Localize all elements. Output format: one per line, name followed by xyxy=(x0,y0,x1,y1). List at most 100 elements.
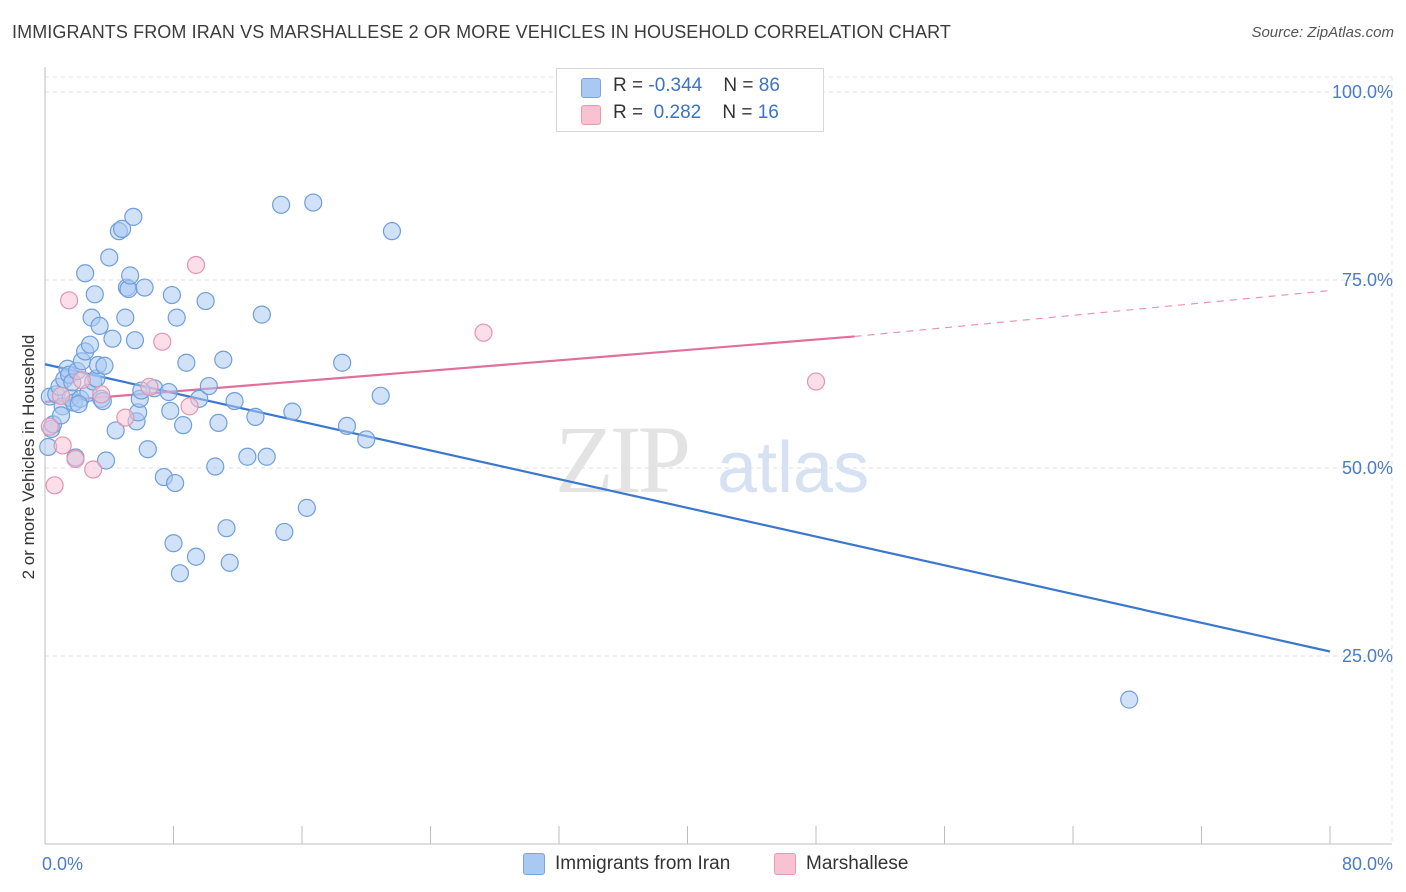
legend-text-marshallese: R = 0.282 N = 16 xyxy=(613,102,779,124)
chart-title: IMMIGRANTS FROM IRAN VS MARSHALLESE 2 OR… xyxy=(12,22,951,42)
bottom-legend-label-iran: Immigrants from Iran xyxy=(555,853,731,874)
data-point-iran xyxy=(51,406,71,425)
data-point-iran xyxy=(382,222,402,241)
data-point-iran xyxy=(206,457,225,476)
y-tick-label: 100.0% xyxy=(1332,82,1393,102)
legend-text-iran: R = -0.344 N = 86 xyxy=(613,75,780,97)
data-point-iran xyxy=(214,350,233,369)
source-label: Source: ZipAtlas.com xyxy=(1251,24,1394,41)
data-point-iran xyxy=(164,534,183,553)
data-point-iran xyxy=(209,413,228,433)
x-tick-label: 0.0% xyxy=(42,854,83,874)
y-axis-label: 2 or more Vehicles in Household xyxy=(19,335,38,580)
data-point-iran xyxy=(272,195,291,214)
watermark-atlas: atlas xyxy=(717,428,869,508)
data-point-marshallese xyxy=(84,460,103,479)
data-point-marshallese xyxy=(153,332,172,351)
data-point-iran xyxy=(112,219,132,238)
data-point-iran xyxy=(162,285,181,305)
data-point-iran xyxy=(116,308,135,327)
data-point-iran xyxy=(124,207,143,226)
trend-lines xyxy=(44,289,1331,653)
n-value: 16 xyxy=(757,102,779,123)
data-point-marshallese xyxy=(40,417,59,436)
y-tick-label: 50.0% xyxy=(1342,458,1393,478)
data-point-iran xyxy=(95,356,114,375)
data-point-iran xyxy=(220,553,239,572)
data-point-iran xyxy=(225,391,244,411)
data-point-iran xyxy=(90,316,109,335)
data-point-marshallese xyxy=(59,291,79,310)
data-point-iran xyxy=(159,382,178,402)
trend-line-1 xyxy=(44,335,855,403)
data-point-iran xyxy=(103,329,122,348)
data-point-iran xyxy=(217,519,236,538)
data-point-iran xyxy=(80,335,100,354)
data-point-iran xyxy=(121,266,140,285)
bottom-legend-swatch-marshallese xyxy=(774,853,796,875)
r-label: R = xyxy=(613,102,649,123)
data-point-iran xyxy=(257,447,276,466)
data-point-marshallese xyxy=(92,385,111,404)
data-point-iran xyxy=(357,430,376,449)
data-point-marshallese xyxy=(45,476,64,495)
data-point-marshallese xyxy=(474,323,493,342)
data-point-iran xyxy=(297,498,316,517)
data-point-iran xyxy=(135,278,154,297)
data-point-iran xyxy=(304,193,323,212)
y-tick-label: 75.0% xyxy=(1342,270,1393,290)
data-point-iran xyxy=(170,564,190,583)
r-value: -0.344 xyxy=(648,75,703,96)
x-tick-label: 80.0% xyxy=(1342,854,1393,874)
data-point-iran xyxy=(138,440,157,459)
data-point-iran xyxy=(166,473,185,493)
data-point-marshallese xyxy=(116,408,135,427)
data-point-iran xyxy=(333,353,352,372)
data-point-marshallese xyxy=(51,386,71,405)
data-point-iran xyxy=(275,522,294,542)
data-point-iran xyxy=(186,547,206,566)
data-point-marshallese xyxy=(66,449,85,469)
data-point-iran xyxy=(167,308,186,327)
data-point-iran xyxy=(337,416,357,436)
trend-line-extension-1 xyxy=(854,289,1331,338)
data-point-iran xyxy=(125,331,145,350)
data-point-marshallese xyxy=(186,255,206,275)
watermark-zip: ZIP xyxy=(555,406,688,513)
tick-labels: 25.0% 50.0% 75.0% 100.0% 0.0% 80.0% xyxy=(42,82,1393,874)
data-point-marshallese xyxy=(72,370,92,390)
r-label: R = xyxy=(613,75,649,96)
y-tick-label: 25.0% xyxy=(1342,646,1393,666)
data-point-iran xyxy=(246,407,265,426)
data-point-marshallese xyxy=(53,436,72,455)
stats-legend: R = -0.344 N = 86 R = 0.282 N = 16 xyxy=(556,68,824,132)
watermark: ZIP atlas xyxy=(555,406,869,513)
legend-swatch-iran xyxy=(581,78,601,98)
data-point-iran xyxy=(177,353,196,372)
bottom-legend-swatch-iran xyxy=(523,853,545,875)
data-point-iran xyxy=(76,264,95,283)
data-point-iran xyxy=(252,305,271,324)
data-point-iran xyxy=(69,395,88,414)
data-point-iran xyxy=(96,451,116,470)
n-value: 86 xyxy=(758,75,780,96)
data-point-marshallese xyxy=(806,372,826,391)
n-label: N = xyxy=(723,75,759,96)
bottom-legend-label-marshallese: Marshallese xyxy=(806,853,909,874)
data-point-iran xyxy=(1120,690,1139,709)
data-point-iran xyxy=(100,248,119,267)
data-point-iran xyxy=(161,401,180,420)
data-point-iran xyxy=(371,386,390,405)
data-point-iran xyxy=(238,447,257,466)
n-label: N = xyxy=(722,102,758,123)
data-point-iran xyxy=(196,291,215,311)
r-value: 0.282 xyxy=(648,102,702,123)
data-point-iran xyxy=(85,285,104,304)
legend-swatch-marshallese xyxy=(581,105,601,125)
data-point-iran xyxy=(106,421,125,440)
data-points xyxy=(39,193,1139,709)
data-point-marshallese xyxy=(140,377,159,396)
data-point-marshallese xyxy=(180,397,199,416)
data-point-iran xyxy=(199,376,218,396)
